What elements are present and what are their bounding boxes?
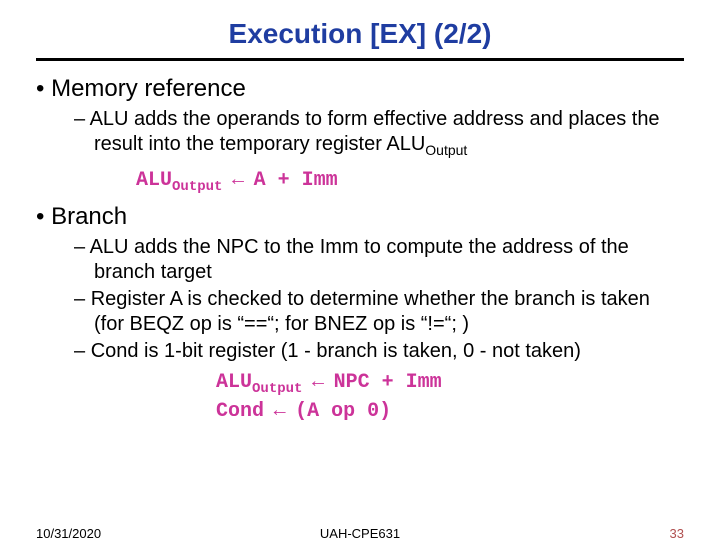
slide: Execution [EX] (2/2) Memory reference AL… — [0, 0, 720, 540]
code-memory: ALUOutput ← A + Imm — [36, 168, 684, 195]
code1-arrow: ← — [222, 168, 253, 190]
bullet-memory-reference: Memory reference — [36, 75, 684, 103]
footer-pagenum: 33 — [670, 526, 684, 540]
bullet-memory-sub-text: ALU adds the operands to form effective … — [90, 108, 660, 155]
code2-l2-name: Cond — [216, 400, 264, 423]
code2-l1-arrow: ← — [302, 370, 333, 392]
code-branch-line2: Cond ← (A op 0) — [36, 399, 684, 423]
code1-name: ALU — [136, 169, 172, 192]
code-branch-block: ALUOutput ← NPC + Imm Cond ← (A op 0) — [36, 370, 684, 423]
code-branch-line1: ALUOutput ← NPC + Imm — [36, 370, 684, 397]
code2-l1-rest: NPC + Imm — [334, 371, 442, 394]
code2-l1-sub: Output — [252, 381, 302, 397]
bullet-memory-sub-subscript: Output — [425, 142, 467, 158]
title-rule — [36, 58, 684, 61]
bullet-memory-sub: ALU adds the operands to form effective … — [36, 107, 684, 160]
bullet-branch: Branch — [36, 203, 684, 231]
code1-sub: Output — [172, 179, 222, 195]
footer-mid: UAH-CPE631 — [0, 526, 720, 540]
code1-rest: A + Imm — [254, 169, 338, 192]
code2-l2-arrow: ← — [264, 399, 295, 421]
bullet-branch-sub2: Register A is checked to determine wheth… — [36, 287, 684, 337]
code2-l1-name: ALU — [216, 371, 252, 394]
bullet-branch-sub1: ALU adds the NPC to the Imm to compute t… — [36, 235, 684, 285]
code2-l2-rest: (A op 0) — [295, 400, 391, 423]
slide-title: Execution [EX] (2/2) — [36, 18, 684, 50]
bullet-branch-sub3: Cond is 1-bit register (1 - branch is ta… — [36, 339, 684, 364]
